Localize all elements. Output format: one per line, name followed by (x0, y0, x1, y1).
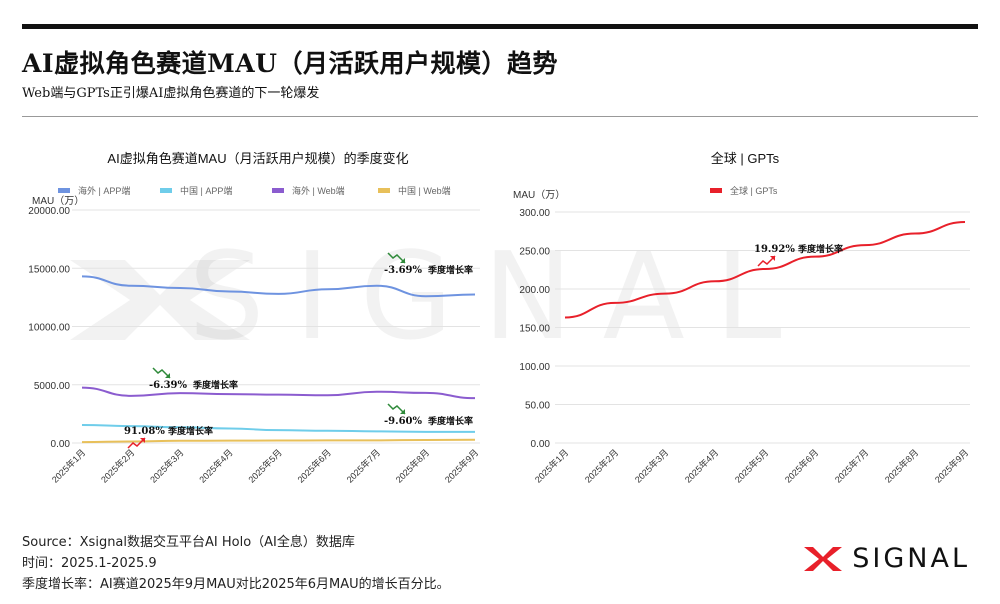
x-tick-label: 2025年5月 (732, 447, 770, 485)
legend-swatch (378, 188, 390, 193)
x-tick-label: 2025年2月 (98, 447, 136, 485)
arrow-head-icon (165, 373, 170, 378)
y-tick-label: 20000.00 (28, 206, 70, 217)
x-tick-label: 2025年4月 (197, 447, 235, 485)
x-tick-label: 2025年4月 (682, 447, 720, 485)
legend-swatch (160, 188, 172, 193)
brand-logo: SIGNAL (802, 543, 970, 574)
arrow-head-icon (400, 258, 405, 263)
annotation-label: 季度增长率 (797, 243, 843, 254)
x-tick-label: 2025年6月 (295, 447, 333, 485)
growth-annotation: 91.08% 季度增长率 (124, 425, 213, 449)
annotation-value: 91.08% (124, 426, 165, 437)
annotation-value: -9.60% (384, 416, 423, 427)
trend-up-icon (757, 255, 776, 267)
watermark: SIGNAL (70, 228, 811, 367)
legend-label: 中国 | APP端 (180, 185, 232, 196)
y-tick-label: 5000.00 (34, 381, 71, 392)
series-line (81, 423, 476, 433)
x-tick-label: 2025年8月 (393, 447, 431, 485)
y-tick-label: 100.00 (519, 362, 550, 373)
series-line (81, 438, 476, 444)
x-tick-label: 2025年8月 (882, 447, 920, 485)
x-tick-label: 2025年9月 (442, 447, 480, 485)
annotation-label: 季度增长率 (427, 264, 473, 275)
series-line (81, 275, 476, 298)
x-tick-label: 2025年7月 (832, 447, 870, 485)
y-tick-label: 0.00 (51, 439, 71, 450)
y-tick-label: 250.00 (519, 247, 550, 258)
header-divider (22, 116, 978, 117)
watermark-text: SIGNAL (188, 228, 811, 367)
legend-swatch (58, 188, 70, 193)
legend-swatch (272, 188, 284, 193)
x-tick-label: 2025年3月 (147, 447, 185, 485)
legend-swatch (710, 188, 722, 193)
trend-down-icon (152, 367, 171, 379)
legend-label: 中国 | Web端 (398, 185, 451, 196)
annotation-value: -3.69% (384, 265, 423, 276)
growth-annotation: -6.39% 季度增长率 (149, 367, 238, 391)
arrow-head-icon (770, 256, 775, 261)
y-axis-label: MAU（万） (513, 189, 565, 201)
trend-down-icon (387, 403, 406, 415)
annotation-label: 季度增长率 (192, 379, 238, 390)
growth-annotation: -9.60% 季度增长率 (384, 403, 473, 427)
series-line (81, 386, 476, 400)
x-tick-label: 2025年2月 (582, 447, 620, 485)
y-tick-label: 0.00 (531, 439, 551, 450)
annotation-value: -6.39% (149, 380, 188, 391)
page-title: AI虚拟角色赛道MAU（月活跃用户规模）趋势 (22, 49, 558, 78)
legend-label: 海外 | APP端 (78, 185, 130, 196)
footer-note: 季度增长率：AI赛道2025年9月MAU对比2025年6月MAU的增长百分比。 (22, 577, 450, 592)
growth-annotation: 19.92% 季度增长率 (754, 243, 843, 267)
chart-title: AI虚拟角色赛道MAU（月活跃用户规模）的季度变化 (107, 151, 408, 166)
y-tick-label: 150.00 (519, 324, 550, 335)
arrow-head-icon (140, 438, 145, 443)
x-tick-label: 2025年7月 (344, 447, 382, 485)
growth-annotation: -3.69% 季度增长率 (384, 252, 473, 276)
trend-down-icon (387, 252, 406, 264)
footer-source: Source：Xsignal数据交互平台AI Holo（AI全息）数据库 (22, 535, 355, 550)
annotation-label: 季度增长率 (167, 425, 213, 436)
x-tick-label: 2025年3月 (632, 447, 670, 485)
annotation-label: 季度增长率 (427, 415, 473, 426)
arrow-head-icon (400, 409, 405, 414)
x-tick-label: 2025年6月 (782, 447, 820, 485)
y-tick-label: 50.00 (525, 401, 550, 412)
legend-label: 全球 | GPTs (730, 185, 778, 196)
trend-up-icon (127, 437, 146, 449)
legend-label: 海外 | Web端 (292, 185, 345, 196)
watermark-x-icon (70, 260, 250, 340)
series-line (564, 221, 966, 319)
brand-text: SIGNAL (852, 543, 970, 574)
y-tick-label: 15000.00 (28, 264, 70, 275)
x-tick-label: 2025年9月 (932, 447, 970, 485)
x-tick-label: 2025年1月 (49, 447, 87, 485)
x-tick-label: 2025年1月 (532, 447, 570, 485)
top-rule (22, 24, 978, 29)
brand-x-icon (804, 546, 843, 571)
y-tick-label: 10000.00 (28, 323, 70, 334)
page-subtitle: Web端与GPTs正引爆AI虚拟角色赛道的下一轮爆发 (22, 86, 320, 101)
y-tick-label: 200.00 (519, 285, 550, 296)
annotation-value: 19.92% (754, 244, 795, 255)
x-tick-label: 2025年5月 (246, 447, 284, 485)
y-tick-label: 300.00 (519, 208, 550, 219)
chart-title: 全球 | GPTs (711, 151, 780, 166)
y-axis-label: MAU（万） (32, 195, 84, 207)
footer-time: 时间：2025.1-2025.9 (22, 556, 157, 571)
